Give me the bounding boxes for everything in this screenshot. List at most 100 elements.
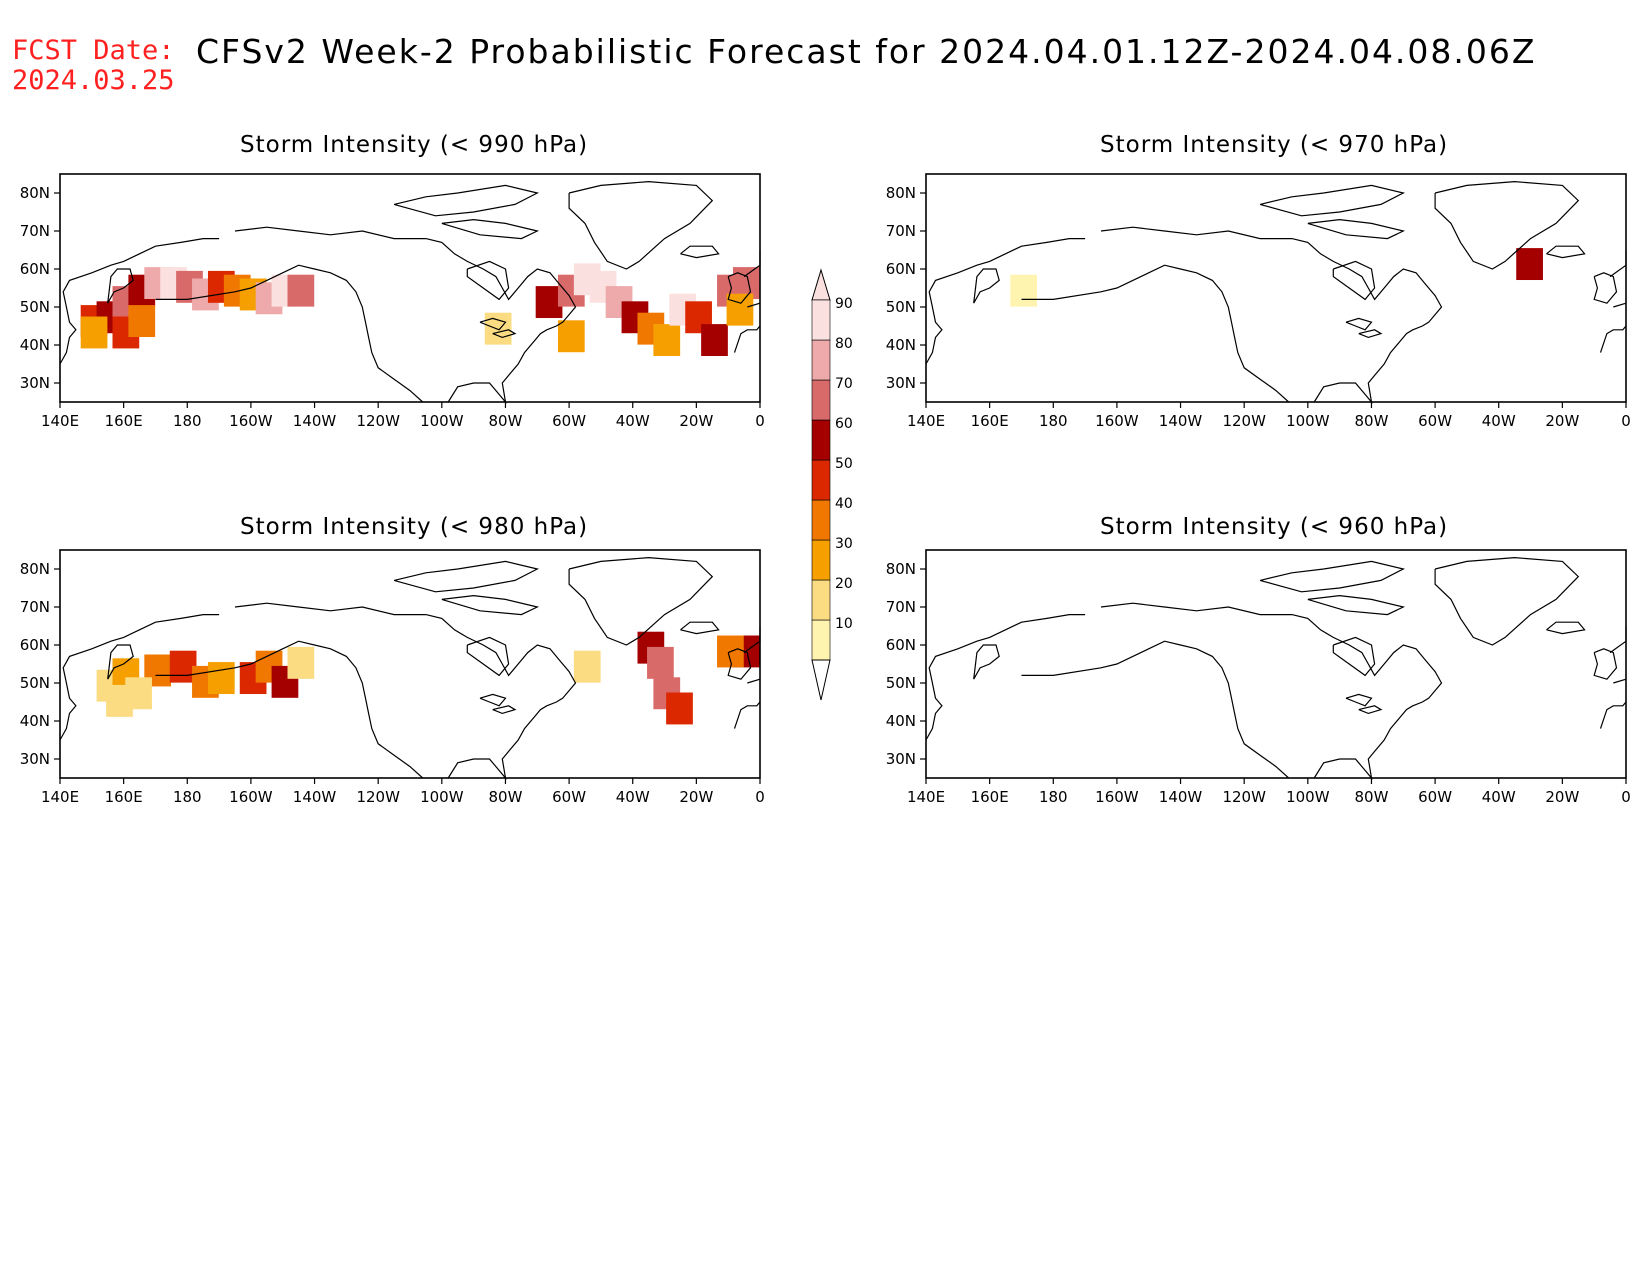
lat-tick-label: 70N <box>20 222 50 240</box>
map-content <box>925 556 1627 781</box>
coastline <box>747 678 761 684</box>
panel-title-980: Storm Intensity (< 980 hPa) <box>240 514 589 540</box>
lat-tick-label: 50N <box>20 298 50 316</box>
probability-cell <box>557 320 585 353</box>
coastline <box>441 594 540 616</box>
colorbar-label: 60 <box>835 416 853 432</box>
lon-tick-label: 140W <box>293 412 337 430</box>
probability-cell <box>207 662 235 695</box>
coastline <box>155 640 424 779</box>
lon-tick-label: 80W <box>1354 412 1388 430</box>
probability-cell <box>125 677 152 710</box>
coastline <box>925 238 1086 365</box>
lon-tick-label: 160W <box>1095 788 1139 806</box>
probability-cell <box>701 324 728 357</box>
panel-title-960: Storm Intensity (< 960 hPa) <box>1100 514 1449 540</box>
colorbar-swatch <box>811 619 831 661</box>
lon-tick-label: 140W <box>1159 412 1203 430</box>
lon-tick-label: 100W <box>1286 788 1330 806</box>
coastline <box>1259 184 1406 217</box>
lon-tick-label: 0 <box>1621 412 1631 430</box>
coastline <box>1609 626 1627 654</box>
lon-tick-label: 120W <box>1222 412 1266 430</box>
map-panel-970: 140E 160E 180 160W 140W 120W 100W 80W 60W 40W 20W 0… <box>886 173 1631 430</box>
lon-tick-label: 40W <box>1482 412 1516 430</box>
coastline <box>1613 302 1627 308</box>
lon-tick-label: 140E <box>41 788 79 806</box>
coastline <box>747 302 761 308</box>
lon-tick-label: 20W <box>679 412 713 430</box>
colorbar-label: 40 <box>835 496 853 512</box>
lon-tick-label: 60W <box>552 788 586 806</box>
probability-cell <box>726 293 754 326</box>
coastline <box>1599 325 1627 353</box>
map-content <box>59 180 761 405</box>
map-content <box>925 180 1627 405</box>
panel-title-970: Storm Intensity (< 970 hPa) <box>1100 132 1449 158</box>
lon-tick-label: 140W <box>1159 788 1203 806</box>
map-frame <box>925 173 1627 403</box>
coastline <box>1546 245 1586 259</box>
lon-tick-label: 180 <box>173 788 202 806</box>
coastline <box>1345 693 1373 707</box>
colorbar-swatch <box>811 379 831 421</box>
probability-cell <box>666 692 693 725</box>
lat-tick-label: 60N <box>886 636 916 654</box>
coastline <box>234 602 426 616</box>
colorbar-label: 70 <box>835 376 853 392</box>
lat-tick-label: 80N <box>886 560 916 578</box>
colorbar-swatch <box>811 539 831 581</box>
panel-title-990: Storm Intensity (< 990 hPa) <box>240 132 589 158</box>
lat-tick-label: 40N <box>20 712 50 730</box>
lon-tick-label: 140E <box>907 412 945 430</box>
lon-tick-label: 0 <box>755 788 765 806</box>
colorbar-swatch <box>811 299 831 341</box>
coastline <box>479 317 507 331</box>
lat-tick-label: 70N <box>20 598 50 616</box>
colorbar-legend: 10 20 30 40 50 60 70 80 90 <box>811 268 853 701</box>
coastline <box>680 245 720 259</box>
lat-tick-label: 60N <box>886 260 916 278</box>
coastline <box>1613 678 1627 684</box>
colorbar-swatch <box>811 459 831 501</box>
lon-tick-label: 160E <box>105 412 143 430</box>
lon-tick-label: 100W <box>420 412 464 430</box>
lat-tick-label: 50N <box>886 674 916 692</box>
coastline <box>1100 226 1292 240</box>
lat-tick-label: 70N <box>886 222 916 240</box>
coastline <box>973 268 1000 304</box>
coastline <box>1021 640 1290 779</box>
coastline <box>568 556 714 646</box>
probability-cell <box>573 650 601 683</box>
lon-tick-label: 60W <box>552 412 586 430</box>
lon-tick-label: 160E <box>105 788 143 806</box>
lon-tick-label: 40W <box>1482 788 1516 806</box>
lon-tick-label: 80W <box>1354 788 1388 806</box>
coastline <box>155 264 424 403</box>
coastline <box>1593 648 1618 680</box>
lon-tick-label: 120W <box>356 412 400 430</box>
lon-tick-label: 40W <box>616 788 650 806</box>
colorbar-bottom-arrow <box>811 659 831 701</box>
colorbar-swatch <box>811 339 831 381</box>
lon-tick-label: 20W <box>1545 788 1579 806</box>
colorbar-label: 50 <box>835 456 853 472</box>
coastline <box>1332 636 1376 677</box>
coastline <box>1307 218 1406 240</box>
colorbar-top-arrow <box>811 268 831 301</box>
probability-cell <box>287 274 315 307</box>
coastline <box>492 329 517 339</box>
probability-cell <box>80 316 108 349</box>
map-panel-980: 140E 160E 180 160W 140W 120W 100W 80W 60W 40W 20W 0… <box>20 549 765 806</box>
lon-tick-label: 140W <box>293 788 337 806</box>
lat-tick-label: 60N <box>20 260 50 278</box>
colorbar-swatch <box>811 579 831 621</box>
coastline <box>1332 260 1376 301</box>
coastline <box>466 636 510 677</box>
colorbar-label: 30 <box>835 536 853 552</box>
lon-tick-label: 160E <box>971 412 1009 430</box>
lon-tick-label: 20W <box>679 788 713 806</box>
coastline <box>1358 705 1383 715</box>
coastline <box>1345 317 1373 331</box>
coastline <box>1546 621 1586 635</box>
